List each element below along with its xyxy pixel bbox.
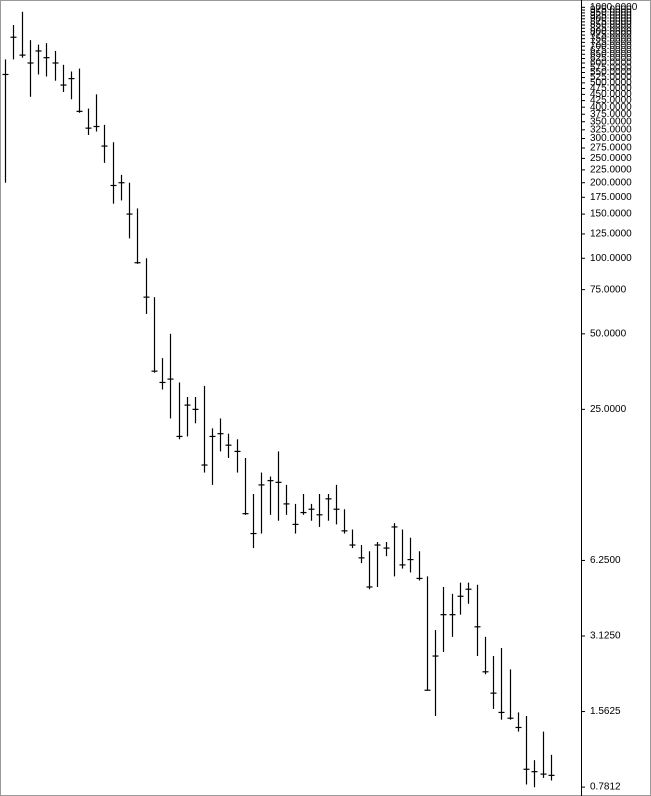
- y-tick-label: 425.0000: [590, 95, 632, 106]
- y-tick-label: 975.0000: [590, 5, 632, 16]
- y-tick-label: 725.0000: [590, 37, 632, 48]
- y-tick-label: 625.0000: [590, 53, 632, 64]
- y-tick-label: 875.0000: [590, 17, 632, 28]
- y-tick-label: 525.0000: [590, 72, 632, 83]
- y-tick-label: 450.0000: [590, 89, 632, 100]
- y-tick-label: 50.0000: [590, 328, 627, 339]
- y-tick-label: 250.0000: [590, 153, 632, 164]
- y-tick-label: 125.0000: [590, 229, 632, 240]
- y-tick-label: 475.0000: [590, 83, 632, 94]
- y-tick-label: 325.0000: [590, 124, 632, 135]
- y-tick-label: 800.0000: [590, 26, 632, 37]
- y-tick-label: 25.0000: [590, 404, 627, 415]
- y-tick-label: 225.0000: [590, 165, 632, 176]
- y-tick-label: 950.0000: [590, 8, 632, 19]
- y-tick-label: 600.0000: [590, 58, 632, 69]
- y-tick-label: 0.7812: [590, 782, 621, 793]
- y-tick-label: 100.0000: [590, 253, 632, 264]
- y-tick-label: 900.0000: [590, 13, 632, 24]
- y-tick-label: 275.0000: [590, 143, 632, 154]
- y-tick-label: 850.0000: [590, 20, 632, 31]
- y-tick-label: 1000.0000: [590, 2, 638, 13]
- y-tick-label: 675.0000: [590, 45, 632, 56]
- y-tick-label: 775.0000: [590, 30, 632, 41]
- y-tick-label: 700.0000: [590, 41, 632, 52]
- y-tick-label: 650.0000: [590, 49, 632, 60]
- y-tick-label: 150.0000: [590, 209, 632, 220]
- y-tick-label: 6.2500: [590, 555, 621, 566]
- y-tick-label: 75.0000: [590, 284, 627, 295]
- y-tick-label: 200.0000: [590, 177, 632, 188]
- y-tick-label: 375.0000: [590, 109, 632, 120]
- y-tick-label: 300.0000: [590, 133, 632, 144]
- y-tick-label: 550.0000: [590, 67, 632, 78]
- y-tick-label: 750.0000: [590, 33, 632, 44]
- y-tick-label: 350.0000: [590, 116, 632, 127]
- y-tick-label: 3.1250: [590, 631, 621, 642]
- y-tick-label: 400.0000: [590, 102, 632, 113]
- y-tick-label: 825.0000: [590, 23, 632, 34]
- y-tick-label: 500.0000: [590, 78, 632, 89]
- y-tick-label: 1.5625: [590, 706, 621, 717]
- y-tick-label: 575.0000: [590, 62, 632, 73]
- y-tick-label: 175.0000: [590, 192, 632, 203]
- y-tick-label: 925.0000: [590, 10, 632, 21]
